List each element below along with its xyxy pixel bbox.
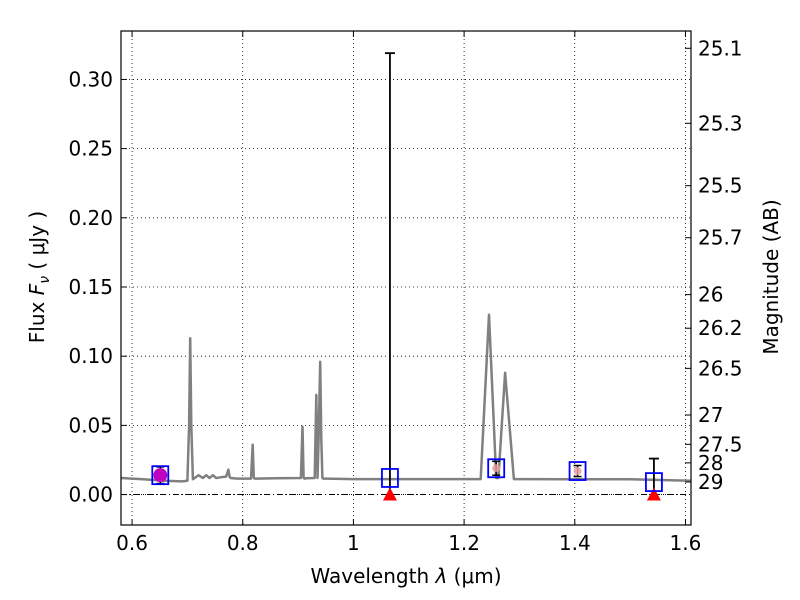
y-axis-label: Flux Fν ( μJy ) [25, 211, 53, 343]
y2-tick-label: 25.3 [698, 111, 743, 135]
y2-tick-label: 26.5 [698, 356, 743, 380]
y2-tick-label: 25.7 [698, 226, 743, 250]
model-photometry-marker [568, 461, 587, 481]
y-tick-label: 0.20 [68, 206, 113, 230]
detection-marker [153, 468, 168, 483]
model-photometry-marker [151, 465, 170, 486]
model-photometry-marker [645, 472, 663, 493]
y2-tick-label: 26 [698, 283, 723, 307]
x-tick-label: 0.8 [227, 531, 259, 555]
x-tick-label: 1.6 [670, 531, 702, 555]
y2-tick-label: 27 [698, 403, 723, 427]
x-tick-label: 0.6 [116, 531, 148, 555]
y-tick-label: 0.05 [68, 413, 113, 437]
x-tick-label: 1.4 [559, 531, 591, 555]
y-tick-label: 0.15 [68, 275, 113, 299]
y-tick-label: 0.00 [68, 483, 113, 507]
sed-model-line [120, 313, 692, 483]
upper-limit-marker [646, 487, 661, 501]
x-axis-label: Wavelength λ (μm) [310, 564, 501, 588]
x-tick-label: 1 [347, 531, 360, 555]
detection-marker [573, 467, 582, 476]
y2-tick-label: 28 [698, 451, 723, 475]
y2-tick-label: 29 [698, 470, 723, 494]
grid-lines [121, 31, 691, 525]
y-tick-label: 0.30 [68, 67, 113, 91]
detection-marker [492, 464, 501, 473]
y2-tick-label: 25.1 [698, 36, 743, 60]
y2-tick-label: 26.2 [698, 316, 743, 340]
y-axis-ticks: 0.00 0.05 0.10 0.15 0.20 0.25 0.30 [68, 67, 127, 507]
x-axis-ticks: 0.6 0.8 1 1.2 1.4 1.6 [116, 31, 701, 555]
model-photometry-marker [487, 458, 506, 479]
model-photometry-marker [381, 468, 399, 488]
plot-frame [120, 30, 692, 526]
y2-axis-label: Magnitude (AB) [759, 199, 783, 354]
upper-limit-marker [382, 487, 397, 501]
y-tick-label: 0.10 [68, 344, 113, 368]
error-bars [156, 52, 659, 495]
y2-tick-label: 25.5 [698, 174, 743, 198]
y2-tick-label: 27.5 [698, 432, 743, 456]
x-tick-label: 1.2 [448, 531, 480, 555]
y-tick-label: 0.25 [68, 137, 113, 161]
photometry-markers [151, 458, 663, 501]
